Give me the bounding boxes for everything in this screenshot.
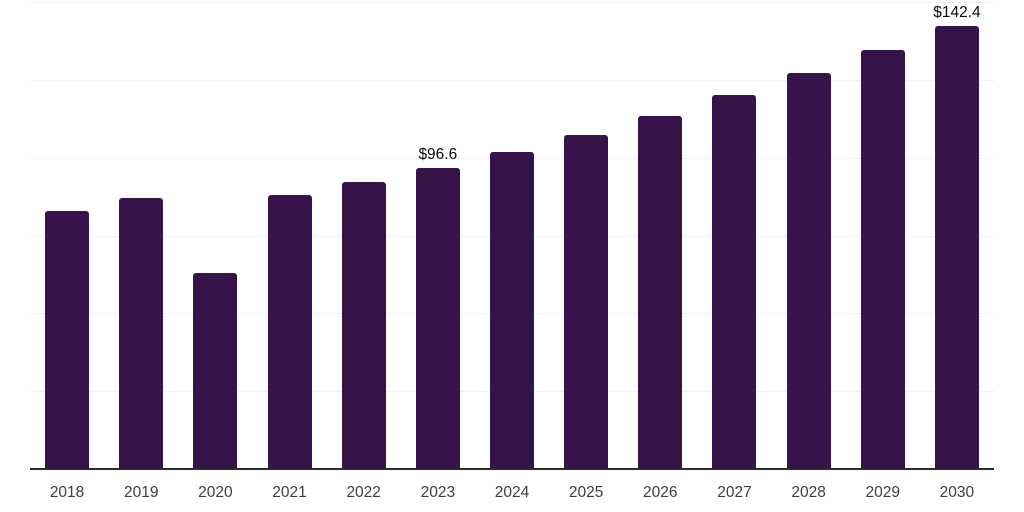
bar-2027[interactable] xyxy=(712,95,757,469)
data-label-2023: $96.6 xyxy=(418,146,458,164)
x-tick-2021: 2021 xyxy=(272,484,307,501)
gridline-150 xyxy=(30,2,994,3)
bar-2024[interactable] xyxy=(490,152,534,469)
x-tick-2018: 2018 xyxy=(49,484,85,501)
x-tick-2025: 2025 xyxy=(568,484,604,501)
bar-2026[interactable] xyxy=(638,115,683,469)
bar-2023[interactable] xyxy=(415,168,460,469)
bar-2030[interactable] xyxy=(934,25,979,469)
x-tick-2024: 2024 xyxy=(494,484,530,501)
x-tick-2028: 2028 xyxy=(791,484,826,501)
gridline-125 xyxy=(30,79,994,81)
x-tick-2030: 2030 xyxy=(939,484,975,501)
x-tick-2020: 2020 xyxy=(198,484,233,501)
bar-2018[interactable] xyxy=(45,210,90,469)
x-axis-line xyxy=(30,468,994,470)
bar-2028[interactable] xyxy=(786,72,831,469)
x-tick-2023: 2023 xyxy=(420,484,456,501)
bar-2019[interactable] xyxy=(119,197,164,469)
bar-2029[interactable] xyxy=(860,49,905,469)
bar-2022[interactable] xyxy=(341,181,386,469)
bar-2020[interactable] xyxy=(193,272,238,469)
x-tick-2027: 2027 xyxy=(717,484,752,501)
bar-2025[interactable] xyxy=(564,134,609,469)
x-tick-2029: 2029 xyxy=(865,484,900,501)
x-tick-2022: 2022 xyxy=(346,484,381,501)
x-tick-2019: 2019 xyxy=(123,484,159,501)
bar-2021[interactable] xyxy=(267,195,312,469)
x-tick-2026: 2026 xyxy=(643,484,678,501)
data-label-2030: $142.4 xyxy=(933,3,981,21)
